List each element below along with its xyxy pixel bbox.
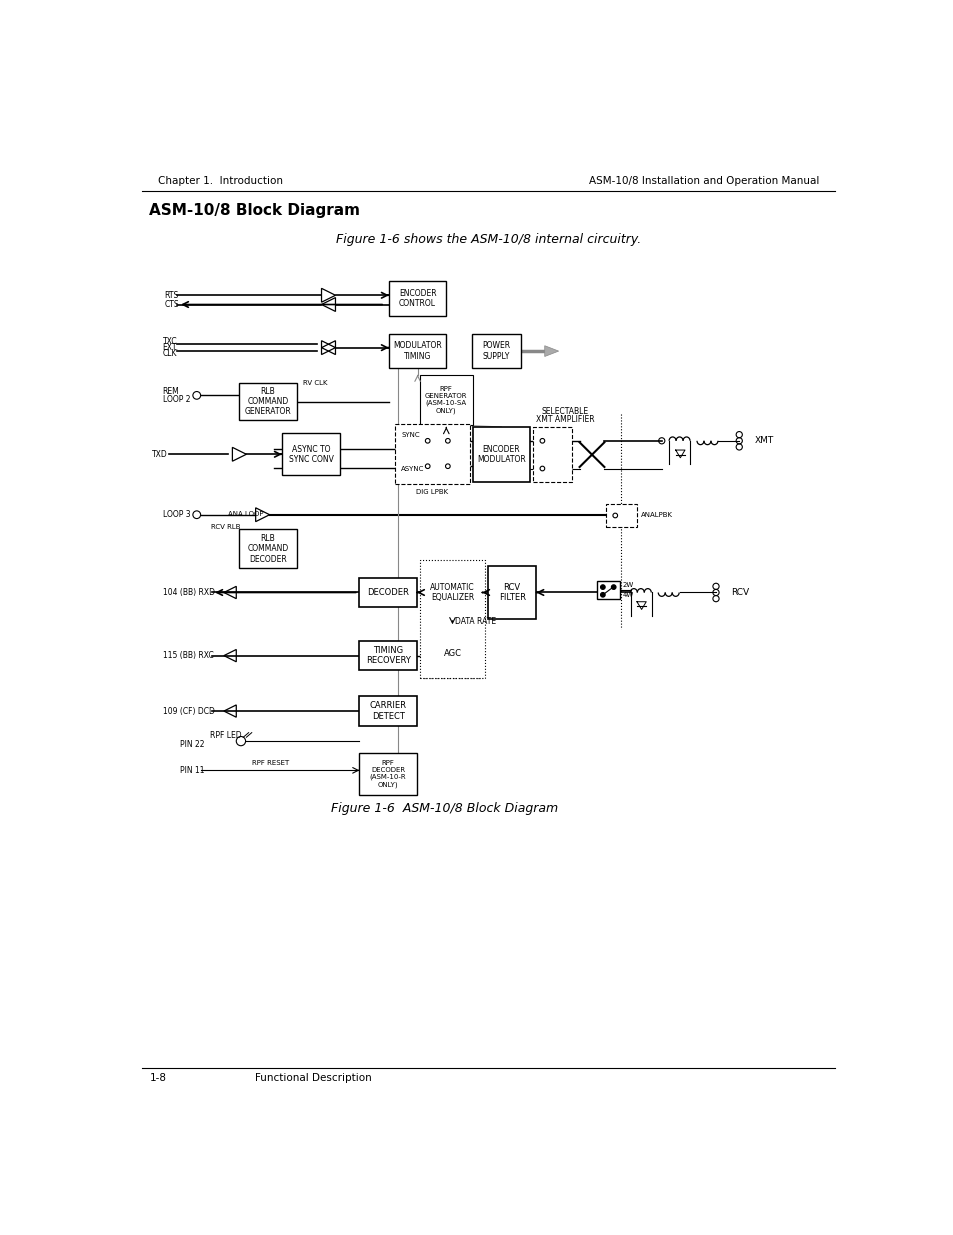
Bar	[359, 752, 416, 795]
Text: 109 (CF) DCD: 109 (CF) DCD	[162, 706, 214, 715]
Bar	[359, 641, 416, 671]
Text: RCV RLB: RCV RLB	[211, 524, 240, 530]
Bar	[395, 424, 469, 484]
Text: SYNC: SYNC	[401, 432, 419, 437]
Polygon shape	[544, 346, 558, 357]
Text: ENCODER
MODULATOR: ENCODER MODULATOR	[476, 445, 525, 464]
Text: REM: REM	[162, 387, 179, 396]
Bar	[596, 580, 619, 599]
Bar	[419, 374, 472, 425]
Text: ANA LOOP: ANA LOOP	[228, 511, 263, 517]
Text: RLB
COMMAND
DECODER: RLB COMMAND DECODER	[247, 534, 289, 563]
Text: TXC: TXC	[162, 337, 177, 346]
Circle shape	[611, 585, 616, 589]
Text: SELECTABLE: SELECTABLE	[540, 408, 588, 416]
Text: POWER
SUPPLY: POWER SUPPLY	[482, 341, 510, 361]
Text: ENCODER
CONTROL: ENCODER CONTROL	[398, 289, 436, 309]
Text: DIG LPBK: DIG LPBK	[416, 489, 448, 495]
Text: 2W: 2W	[622, 582, 634, 588]
Bar	[472, 427, 530, 483]
Text: ASYNC: ASYNC	[401, 466, 424, 472]
Text: 1-8: 1-8	[150, 1072, 167, 1083]
Text: 4W: 4W	[622, 592, 634, 598]
Text: 115 (BB) RXC: 115 (BB) RXC	[162, 651, 213, 661]
Text: RCV
FILTER: RCV FILTER	[498, 583, 525, 603]
Bar	[419, 561, 484, 678]
Circle shape	[599, 585, 604, 589]
Bar	[605, 504, 637, 527]
Text: AUTOMATIC
EQUALIZER: AUTOMATIC EQUALIZER	[430, 583, 475, 603]
Text: ASM-10/8 Block Diagram: ASM-10/8 Block Diagram	[149, 203, 359, 219]
Text: ASM-10/8 Installation and Operation Manual: ASM-10/8 Installation and Operation Manu…	[589, 177, 819, 186]
Text: MODULATOR
TIMING: MODULATOR TIMING	[393, 341, 441, 361]
Text: RTS: RTS	[164, 290, 178, 300]
Text: CARRIER
DETECT: CARRIER DETECT	[369, 701, 406, 721]
Text: ANALPBK: ANALPBK	[640, 513, 672, 519]
Text: RPF
DECODER
(ASM-10-R
ONLY): RPF DECODER (ASM-10-R ONLY)	[370, 760, 406, 788]
Bar	[282, 433, 340, 475]
Bar	[389, 282, 446, 316]
Text: AGC: AGC	[443, 650, 461, 658]
Bar	[239, 383, 296, 420]
Text: Figure 1-6 shows the ASM-10/8 internal circuitry.: Figure 1-6 shows the ASM-10/8 internal c…	[336, 232, 640, 246]
Bar	[359, 578, 416, 608]
Bar	[533, 427, 571, 483]
Text: DATA RATE: DATA RATE	[455, 618, 496, 626]
Bar	[239, 530, 296, 568]
Text: LOOP 3: LOOP 3	[162, 510, 190, 519]
Bar	[472, 333, 521, 368]
Text: CLK: CLK	[162, 350, 177, 358]
Text: EXT.: EXT.	[162, 343, 178, 352]
Text: RLB
COMMAND
GENERATOR: RLB COMMAND GENERATOR	[244, 387, 291, 416]
Text: XMT AMPLIFIER: XMT AMPLIFIER	[535, 415, 594, 424]
Text: RV CLK: RV CLK	[303, 380, 327, 387]
Text: XMT: XMT	[754, 436, 773, 446]
Text: RPF RESET: RPF RESET	[252, 760, 289, 766]
Text: RPF
GENERATOR
(ASM-10-SA
ONLY): RPF GENERATOR (ASM-10-SA ONLY)	[425, 385, 467, 414]
Text: CTS: CTS	[164, 300, 178, 309]
Text: Figure 1-6  ASM-10/8 Block Diagram: Figure 1-6 ASM-10/8 Block Diagram	[331, 803, 558, 815]
Text: Functional Description: Functional Description	[254, 1072, 372, 1083]
Bar	[359, 697, 416, 726]
Bar	[422, 567, 481, 619]
Bar	[422, 630, 481, 678]
Text: TIMING
RECOVERY: TIMING RECOVERY	[365, 646, 410, 666]
Text: DECODER: DECODER	[367, 588, 409, 597]
Text: RPF LED: RPF LED	[210, 731, 241, 740]
Circle shape	[599, 593, 604, 597]
Text: Chapter 1.  Introduction: Chapter 1. Introduction	[158, 177, 283, 186]
Text: 104 (BB) RXD: 104 (BB) RXD	[162, 588, 214, 597]
Text: TXD: TXD	[152, 450, 168, 458]
Text: PIN 11: PIN 11	[179, 766, 204, 774]
Text: RCV: RCV	[731, 588, 749, 597]
Bar	[488, 567, 536, 619]
Bar	[389, 333, 446, 368]
Text: LOOP 2: LOOP 2	[162, 395, 190, 404]
Text: PIN 22: PIN 22	[179, 741, 204, 750]
Text: ASYNC TO
SYNC CONV: ASYNC TO SYNC CONV	[289, 445, 334, 464]
